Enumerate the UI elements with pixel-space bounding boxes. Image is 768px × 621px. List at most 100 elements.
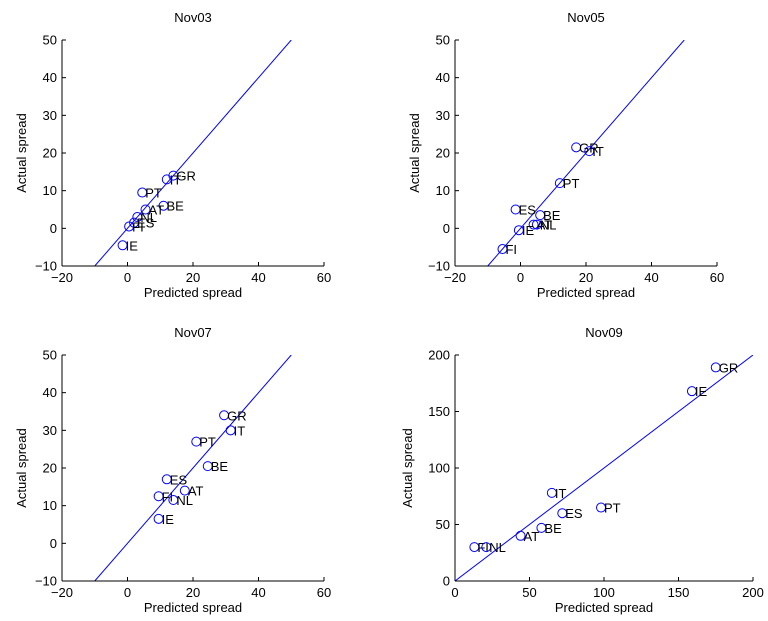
data-point-nl [481,542,492,553]
x-axis-title: Predicted spread [144,600,242,615]
data-label-pt: PT [199,435,216,450]
x-axis-title: Predicted spread [537,285,635,300]
data-label-fi: FI [477,540,489,555]
y-tick-label: 30 [436,108,450,123]
data-point-fi [153,491,164,502]
y-tick-label: 0 [50,221,57,236]
data-point-ie [153,513,164,524]
data-point-be [158,200,169,211]
data-point-fi [469,542,480,553]
data-point-nl [531,219,542,230]
data-label-ie: IE [162,512,175,527]
x-tick-label: 60 [710,270,724,285]
data-label-es: ES [519,203,537,218]
data-point-nl [168,495,179,506]
chart-nov07: −20 0 20 40 60 −10 0 10 20 30 40 50 Nov07 Predicted s… [14,325,331,615]
y-axis-title: Actual spread [407,113,422,193]
y-tick-label: 30 [43,108,57,123]
x-tick-label: 0 [124,270,131,285]
chart-title: Nov09 [585,325,623,340]
data-label-nl: NL [140,210,157,225]
y-tick-label: 0 [443,221,450,236]
x-tick-label: 0 [451,585,458,600]
data-label-be: BE [544,521,562,536]
y-tick-label: 150 [428,404,450,419]
data-label-nl: NL [176,493,193,508]
data-point-gr [571,142,582,153]
data-point-fi [497,244,508,255]
data-point-pt [137,187,148,198]
x-tick-label: 200 [742,585,764,600]
data-point-be [535,210,546,221]
y-tick-label: 20 [436,146,450,161]
x-tick-label: 60 [317,270,331,285]
y-tick-label: 50 [436,517,450,532]
reference-line [94,40,292,266]
data-label-be: BE [211,459,229,474]
data-label-fi: FI [162,489,174,504]
data-point-es [510,204,521,215]
data-label-at: AT [188,484,204,499]
y-tick-label: 20 [43,461,57,476]
data-label-at: AT [524,529,540,544]
x-tick-label: 40 [251,270,265,285]
chart-title: Nov03 [174,10,212,25]
chart-nov05: −20 0 20 40 60 −10 0 10 20 30 40 50 Nov05 Predicted s… [407,10,724,300]
data-point-pt [191,436,202,447]
reference-line [487,40,685,266]
data-label-be: BE [543,208,561,223]
data-point-at [528,219,539,230]
y-tick-label: 100 [428,461,450,476]
y-tick-label: 40 [43,385,57,400]
y-tick-label: 10 [43,183,57,198]
y-tick-label: 50 [43,348,57,363]
data-label-fi: FI [505,242,517,257]
x-tick-label: 100 [593,585,615,600]
data-point-ie [686,386,697,397]
data-point-at [140,204,151,215]
y-tick-label: 0 [50,536,57,551]
x-tick-label: 40 [644,270,658,285]
y-tick-label: 40 [436,70,450,85]
y-tick-label: 200 [428,348,450,363]
data-point-at [179,485,190,496]
x-tick-label: 20 [186,270,200,285]
data-label-gr: GR [227,408,247,423]
data-label-it: IT [592,144,604,159]
y-tick-label: 50 [43,33,57,48]
y-axis-title: Actual spread [400,428,415,508]
data-label-it: IT [234,423,246,438]
x-axis-title: Predicted spread [555,600,653,615]
data-point-pt [596,502,607,513]
data-point-ie [117,240,128,251]
y-tick-label: −10 [428,259,450,274]
chart-nov03: −20 0 20 40 60 −10 0 10 20 30 40 50 Nov03 Predicted s… [14,10,331,300]
y-tick-label: 10 [436,183,450,198]
y-tick-label: −10 [35,574,57,589]
reference-line [94,355,292,581]
data-label-es: ES [565,506,583,521]
data-label-es: ES [137,216,155,231]
data-point-ie [513,225,524,236]
data-point-it [546,487,557,498]
chart-title: Nov07 [174,325,212,340]
data-label-ie: IE [522,223,535,238]
x-tick-label: −20 [51,270,73,285]
data-point-fi [124,221,135,232]
data-point-it [584,146,595,157]
y-tick-label: 20 [43,146,57,161]
data-point-gr [219,410,230,421]
y-tick-label: 30 [43,423,57,438]
data-label-be: BE [167,199,185,214]
data-point-it [161,174,172,185]
chart-nov09: 0 50 100 150 200 0 50 100 150 200 Nov09 Predicted s… [400,325,764,615]
data-label-gr: GR [719,360,739,375]
data-label-gr: GR [176,169,196,184]
data-label-pt: PT [563,176,580,191]
y-tick-label: 50 [436,33,450,48]
data-label-es: ES [170,472,188,487]
data-label-nl: NL [489,540,506,555]
data-label-it: IT [170,172,182,187]
data-label-at: AT [149,203,165,218]
